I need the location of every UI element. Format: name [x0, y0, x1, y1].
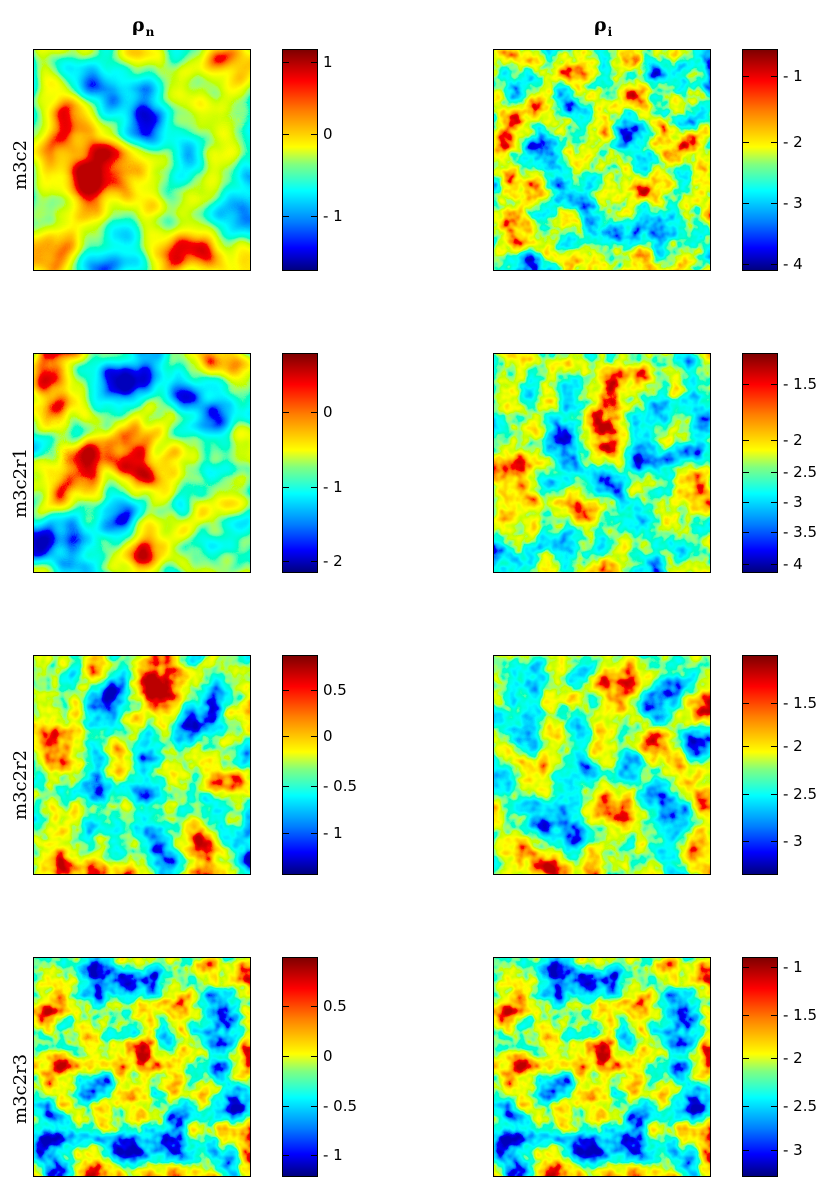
colorbar-m3c2r3-rho-i: - 1 - 1.5 - 2 - 2.5 - 3 — [742, 957, 817, 1177]
colorbar-m3c2r1-rho-i: - 1.5 - 2 - 2.5 - 3 - 3.5 - 4 — [742, 353, 817, 573]
colorbar-tick-label: - 2 — [783, 1049, 803, 1067]
colorbar-tick-label: - 4 — [783, 255, 803, 273]
colorbar-tick-label: 0.5 — [323, 997, 347, 1015]
heatmap-field — [34, 958, 250, 1176]
colorbar-tick-label: - 1 — [323, 824, 343, 842]
heatmap-m3c2r2-rho-i — [493, 655, 711, 875]
heatmap-field — [494, 354, 710, 572]
colorbar-tick-label: - 1.5 — [783, 694, 818, 712]
colorbar-tick-label: - 1 — [783, 67, 803, 85]
heatmap-cells — [34, 656, 250, 874]
colorbar-tick-label: - 2.5 — [783, 1097, 818, 1115]
colorbar-tick-label: - 2 — [783, 431, 803, 449]
heatmap-field — [34, 50, 250, 270]
heatmap-field — [494, 958, 710, 1176]
heatmap-m3c2r3-rho-n — [33, 957, 251, 1177]
colorbar-tick-label: 0 — [323, 1047, 333, 1065]
colorbar-tick-label: 0 — [323, 403, 333, 421]
colorbar-tick-label: - 2.5 — [783, 785, 818, 803]
colorbar-tick-label: 0 — [323, 727, 333, 745]
heatmap-m3c2r2-rho-n — [33, 655, 251, 875]
rho-symbol: ρ — [132, 14, 145, 36]
colorbar-tick-label: - 2.5 — [783, 463, 818, 481]
rho-subscript: n — [145, 24, 155, 39]
colorbar-tick-label: - 2 — [783, 737, 803, 755]
colorbar-m3c2r3-rho-n: 0.5 0 - 0.5 - 1 — [282, 957, 357, 1177]
heatmap-m3c2r3-rho-i — [493, 957, 711, 1177]
colorbar-tick-label: 1 — [323, 53, 333, 71]
column-header-rho-i: ρi — [594, 14, 612, 39]
colorbar-m3c2r2-rho-n: 0.5 0 - 0.5 - 1 — [282, 655, 357, 875]
colorbar-m3c2-rho-i: - 1 - 2 - 3 - 4 — [742, 49, 803, 273]
column-header-rho-n: ρn — [132, 14, 154, 39]
colorbar-tick-label: - 2 — [323, 552, 343, 570]
colorbar-tick-label: - 1.5 — [783, 375, 818, 393]
colorbar-m3c2-rho-n: 1 0 - 1 — [282, 49, 343, 271]
colorbar-tick-label: - 1 — [323, 207, 343, 225]
colorbar-tick-label: - 3.5 — [783, 523, 818, 541]
rho-subscript: i — [607, 24, 613, 39]
colorbar-tick-label: - 0.5 — [323, 1097, 358, 1115]
heatmap-m3c2-rho-i — [493, 49, 711, 271]
heatmap-cells — [494, 50, 710, 270]
heatmap-field — [494, 656, 710, 874]
colorbar-tick-label: - 3 — [783, 832, 803, 850]
colorbar-m3c2r1-rho-n: 0 - 1 - 2 — [282, 353, 343, 573]
rho-symbol: ρ — [594, 14, 607, 36]
colorbar-tick-label: - 4 — [783, 555, 803, 573]
heatmap-field — [494, 50, 710, 270]
heatmap-field — [34, 354, 250, 572]
heatmap-cells — [34, 354, 250, 572]
colorbar-tick-label: 0.5 — [323, 681, 347, 699]
colorbar-tick-label: - 1 — [323, 478, 343, 496]
heatmap-m3c2r1-rho-n — [33, 353, 251, 573]
colorbar-tick-label: - 3 — [783, 493, 803, 511]
heatmap-cells — [494, 656, 710, 874]
heatmap-cells — [494, 354, 710, 572]
colorbar-tick-label: - 0.5 — [323, 777, 358, 795]
colorbar-tick-label: - 1 — [323, 1146, 343, 1164]
heatmap-m3c2-rho-n — [33, 49, 251, 271]
colorbar-tick-label: - 1 — [783, 958, 803, 976]
colorbar-tick-label: - 3 — [783, 1141, 803, 1159]
colorbar-tick-label: - 3 — [783, 194, 803, 212]
heatmap-cells — [34, 958, 250, 1176]
colorbar-m3c2r2-rho-i: - 1.5 - 2 - 2.5 - 3 — [742, 655, 817, 875]
colorbar-tick-label: 0 — [323, 125, 333, 143]
colorbar-tick-label: - 2 — [783, 133, 803, 151]
heatmap-m3c2r1-rho-i — [493, 353, 711, 573]
heatmap-field — [34, 656, 250, 874]
colorbar-tick-label: - 1.5 — [783, 1006, 818, 1024]
heatmap-cells — [494, 958, 710, 1176]
heatmap-cells — [34, 50, 250, 270]
